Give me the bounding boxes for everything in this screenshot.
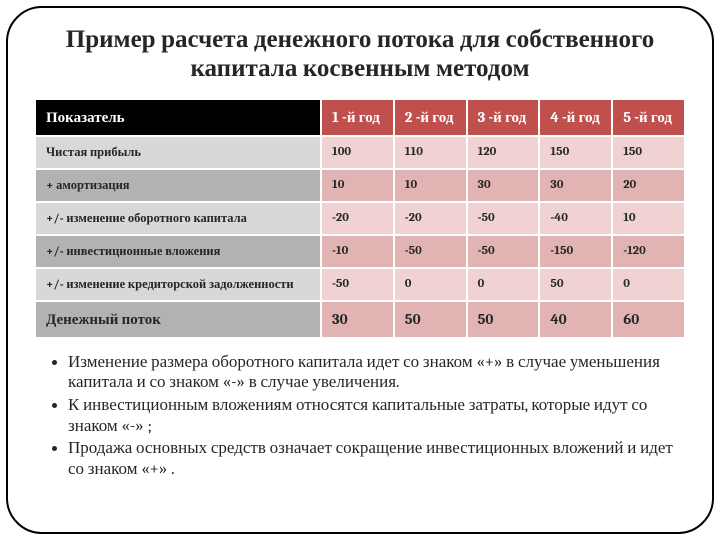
cell: 30 — [467, 169, 540, 202]
cell: 50 — [467, 301, 540, 338]
cell: -40 — [539, 202, 612, 235]
col-header-year5: 5 -й год — [612, 99, 685, 136]
row-label: +/- изменение оборотного капитала — [35, 202, 321, 235]
cell: 50 — [394, 301, 467, 338]
cell: -120 — [612, 235, 685, 268]
table-row: +/- изменение оборотного капитала -20 -2… — [35, 202, 685, 235]
cell: 50 — [539, 268, 612, 301]
cell: 150 — [539, 136, 612, 169]
table-row: +/- инвестиционные вложения -10 -50 -50 … — [35, 235, 685, 268]
row-label: Чистая прибыль — [35, 136, 321, 169]
col-header-indicator: Показатель — [35, 99, 321, 136]
page-title: Пример расчета денежного потока для собс… — [34, 26, 686, 84]
table-row: Чистая прибыль 100 110 120 150 150 — [35, 136, 685, 169]
cell: -50 — [321, 268, 394, 301]
row-label: Денежный поток — [35, 301, 321, 338]
cell: 0 — [394, 268, 467, 301]
table-header-row: Показатель 1 -й год 2 -й год 3 -й год 4 … — [35, 99, 685, 136]
list-item: Изменение размера оборотного капитала ид… — [68, 353, 686, 394]
list-item: Продажа основных средств означает сокращ… — [68, 439, 686, 480]
slide-frame: Пример расчета денежного потока для собс… — [6, 6, 714, 534]
cell: 110 — [394, 136, 467, 169]
notes-list: Изменение размера оборотного капитала ид… — [34, 353, 686, 481]
cell: -10 — [321, 235, 394, 268]
cell: -20 — [321, 202, 394, 235]
cell: 0 — [612, 268, 685, 301]
cell: 100 — [321, 136, 394, 169]
cell: 10 — [394, 169, 467, 202]
cell: 10 — [321, 169, 394, 202]
cell: -150 — [539, 235, 612, 268]
col-header-year2: 2 -й год — [394, 99, 467, 136]
cell: 30 — [321, 301, 394, 338]
cell: 60 — [612, 301, 685, 338]
cell: 150 — [612, 136, 685, 169]
col-header-year4: 4 -й год — [539, 99, 612, 136]
cell: 20 — [612, 169, 685, 202]
row-label: +/- изменение кредиторской задолженности — [35, 268, 321, 301]
col-header-year1: 1 -й год — [321, 99, 394, 136]
cell: -20 — [394, 202, 467, 235]
table-row: + амортизация 10 10 30 30 20 — [35, 169, 685, 202]
cell: 30 — [539, 169, 612, 202]
table-row-summary: Денежный поток 30 50 50 40 60 — [35, 301, 685, 338]
cell: 10 — [612, 202, 685, 235]
cell: 120 — [467, 136, 540, 169]
cell: -50 — [394, 235, 467, 268]
table-row: +/- изменение кредиторской задолженности… — [35, 268, 685, 301]
cell: -50 — [467, 202, 540, 235]
cell: -50 — [467, 235, 540, 268]
cell: 40 — [539, 301, 612, 338]
cashflow-table: Показатель 1 -й год 2 -й год 3 -й год 4 … — [34, 98, 686, 339]
row-label: +/- инвестиционные вложения — [35, 235, 321, 268]
col-header-year3: 3 -й год — [467, 99, 540, 136]
list-item: К инвестиционным вложениям относятся кап… — [68, 396, 686, 437]
row-label: + амортизация — [35, 169, 321, 202]
cell: 0 — [467, 268, 540, 301]
